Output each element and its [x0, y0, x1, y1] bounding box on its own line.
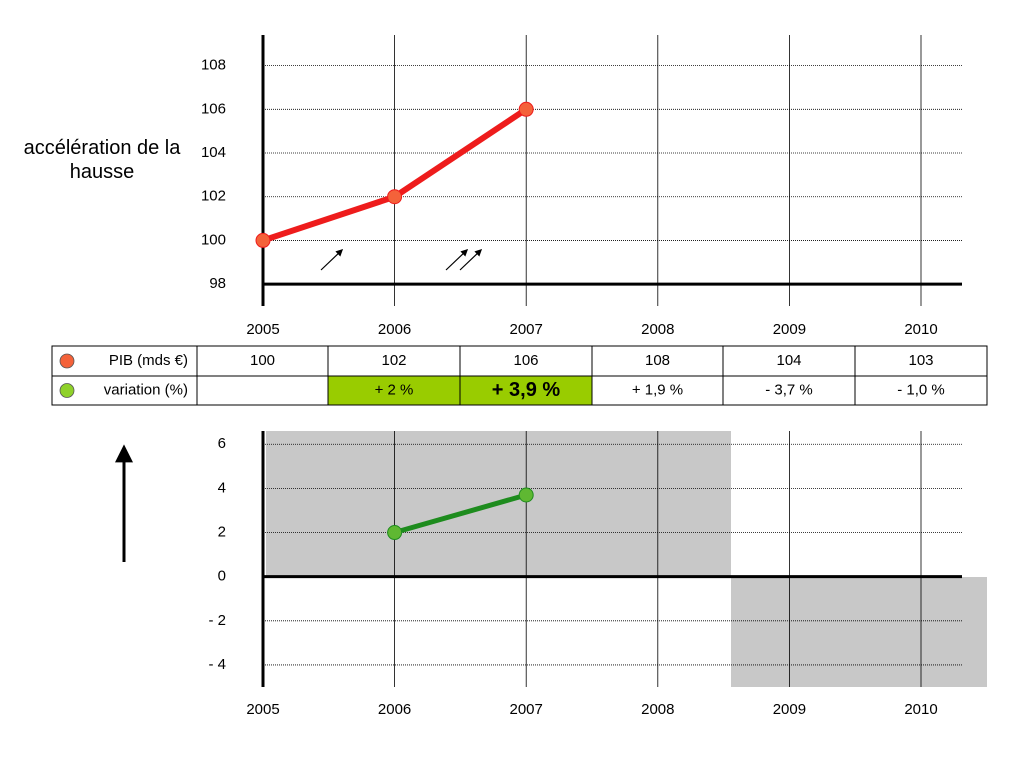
x-tick-label: 2006: [378, 321, 411, 338]
x-tick-label: 2008: [641, 701, 674, 718]
cell-text: 102: [381, 352, 406, 369]
cell-text: - 1,0 %: [897, 381, 945, 398]
point: [387, 189, 403, 205]
row-label: PIB (mds €): [109, 352, 188, 369]
y-tick-label: - 4: [208, 656, 226, 673]
arrows: [115, 249, 483, 562]
y-tick-label: 100: [201, 231, 226, 248]
x-tick-label: 2005: [246, 321, 279, 338]
legend-marker: [59, 353, 75, 369]
y-tick-label: 104: [201, 144, 226, 161]
cell-text: + 1,9 %: [632, 381, 683, 398]
cell-text: 100: [250, 352, 275, 369]
cell: [327, 345, 461, 377]
cell: [722, 375, 856, 406]
x-tick-label: 2007: [510, 321, 543, 338]
x-tick-label: 2009: [773, 701, 806, 718]
cell-text: + 3,9 %: [492, 379, 561, 401]
y-tick-label: 102: [201, 188, 226, 205]
x-tick-label: 2008: [641, 321, 674, 338]
row-header-cell: [51, 345, 198, 377]
cell: [459, 375, 593, 406]
cell-text: 103: [908, 352, 933, 369]
x-tick-label: 2007: [510, 701, 543, 718]
point: [518, 101, 534, 117]
point: [255, 232, 271, 248]
row-header-cell: [51, 375, 198, 406]
cell: [327, 375, 461, 406]
cell-text: + 2 %: [375, 381, 414, 398]
cell: [196, 345, 329, 377]
y-tick-label: 108: [201, 57, 226, 74]
cell: [591, 375, 724, 406]
x-tick-label: 2006: [378, 701, 411, 718]
cell-text: 108: [645, 352, 670, 369]
x-tick-label: 2005: [246, 701, 279, 718]
point: [387, 525, 403, 541]
point: [518, 487, 534, 503]
y-tick-label: - 2: [208, 612, 226, 629]
cell: [854, 375, 988, 406]
line: [393, 492, 527, 535]
y-tick-label: 2: [218, 523, 226, 540]
annotation: accélération de la hausse: [23, 137, 181, 183]
cell-text: 106: [513, 352, 538, 369]
cell-text: 104: [776, 352, 801, 369]
y-tick-label: 6: [218, 435, 226, 452]
cell-text: - 3,7 %: [765, 381, 813, 398]
row-label: variation (%): [104, 381, 188, 398]
y-tick-label: 106: [201, 100, 226, 117]
y-tick-label: 4: [218, 479, 226, 496]
legend-marker: [59, 383, 75, 398]
y-tick-label: 0: [218, 568, 226, 585]
cell: [196, 375, 329, 406]
x-tick-label: 2010: [904, 321, 937, 338]
y-tick-label: 98: [209, 275, 226, 292]
cell: [722, 345, 856, 377]
recession-zone: [731, 577, 987, 687]
x-tick-label: 2010: [904, 701, 937, 718]
x-tick-label: 2009: [773, 321, 806, 338]
